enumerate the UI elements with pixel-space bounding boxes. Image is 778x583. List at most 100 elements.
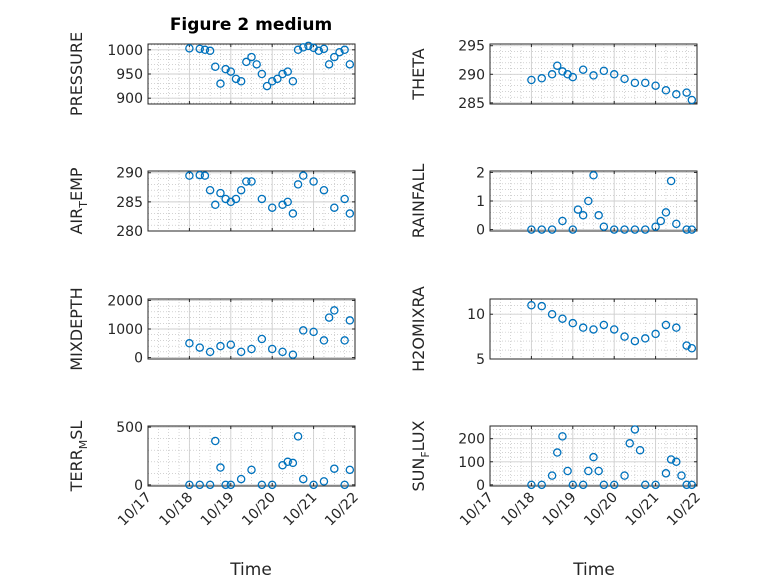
data-point <box>620 225 629 234</box>
data-point <box>672 323 681 332</box>
y-tick-label: 290 <box>116 166 143 182</box>
data-point <box>205 46 215 56</box>
x-tick-label: 10/22 <box>664 490 704 530</box>
x-tick-label: 10/20 <box>239 490 279 530</box>
data-point <box>345 209 355 218</box>
data-point <box>609 70 619 79</box>
data-point <box>185 171 194 180</box>
data-point <box>216 188 225 198</box>
x-tick-label: 10/17 <box>457 490 497 530</box>
data-point <box>568 225 578 234</box>
figure-title: Figure 2 medium <box>170 15 332 35</box>
data-point <box>599 480 609 490</box>
y-tick-label: 2000 <box>107 293 143 309</box>
data-point <box>641 334 650 343</box>
y-axis-label: H2OMIXRA <box>409 286 428 372</box>
data-point <box>568 480 578 490</box>
panel-3: 280 285 290 AIRTEMP <box>67 166 356 240</box>
data-point <box>324 60 334 69</box>
data-point <box>661 469 671 478</box>
data-point <box>589 452 598 462</box>
data-point <box>267 77 277 86</box>
x-tick-label: 10/19 <box>540 490 580 530</box>
data-point <box>666 455 676 464</box>
data-point <box>527 301 536 310</box>
x-tick-label: 10/19 <box>198 490 238 530</box>
data-point <box>687 95 697 105</box>
data-point <box>221 480 230 490</box>
y-axis-label: MIXDEPTH <box>67 287 86 370</box>
data-point <box>672 457 681 467</box>
y-tick-label: 500 <box>116 420 143 436</box>
data-point <box>589 71 598 80</box>
data-point <box>226 480 236 490</box>
y-tick-label: 285 <box>458 96 485 112</box>
data-point <box>578 65 588 74</box>
data-point <box>319 336 329 345</box>
data-point <box>340 336 349 345</box>
data-point <box>553 61 562 70</box>
y-axis-label: RAINFALL <box>409 164 428 239</box>
y-tick-label: 200 <box>458 432 485 448</box>
data-point <box>298 326 308 335</box>
data-point <box>298 171 308 180</box>
y-axis-label: TERRMSL <box>67 421 90 493</box>
data-point <box>293 432 303 441</box>
data-point <box>527 75 536 85</box>
data-point <box>547 70 557 79</box>
y-tick-label: 0 <box>134 351 143 367</box>
data-point <box>242 57 251 67</box>
data-point <box>620 74 629 84</box>
data-point <box>314 46 324 56</box>
data-point <box>589 325 598 334</box>
panel-8: 0 100 200 SUNFLUX 10/17 10/18 10/19 10/20 10/21 1… <box>409 420 704 529</box>
y-tick-label: 285 <box>116 195 143 211</box>
data-point <box>226 67 236 76</box>
data-point <box>527 225 536 234</box>
data-point <box>340 194 349 204</box>
y-tick-label: 0 <box>134 478 143 494</box>
data-point <box>319 185 329 195</box>
data-point <box>211 62 220 71</box>
data-point <box>236 474 246 484</box>
data-point <box>661 320 671 330</box>
y-axis-label: SUNFLUX <box>409 420 432 491</box>
data-point <box>656 216 666 226</box>
data-point <box>661 86 671 95</box>
data-point <box>247 52 256 62</box>
data-point <box>185 339 194 348</box>
axes-box <box>489 425 698 487</box>
data-point <box>330 306 339 315</box>
data-point <box>283 197 292 207</box>
data-point <box>195 480 204 490</box>
y-axis-label: PRESSURE <box>67 32 86 116</box>
y-tick-label: 100 <box>458 455 485 471</box>
data-point <box>620 332 629 341</box>
data-point <box>594 466 603 476</box>
x-tick-label: 10/22 <box>322 490 362 530</box>
data-point <box>630 425 640 434</box>
data-point <box>319 477 329 486</box>
panel-2: 285 290 295 THETA <box>409 39 698 112</box>
data-point <box>257 334 267 344</box>
data-point <box>231 74 241 84</box>
data-point <box>547 471 557 480</box>
data-point <box>594 211 603 220</box>
data-point <box>195 170 204 180</box>
x-tick-label: 10/21 <box>281 490 321 530</box>
data-point <box>682 88 691 97</box>
x-axis-label-right: Time <box>572 560 615 580</box>
x-tick-label: 10/17 <box>115 490 155 530</box>
data-point <box>537 301 547 311</box>
data-point <box>257 69 267 79</box>
data-point <box>330 52 339 62</box>
data-point <box>205 480 215 490</box>
data-point <box>558 314 567 323</box>
data-point <box>273 74 282 84</box>
data-point <box>242 177 251 186</box>
data-point <box>584 466 593 476</box>
x-tick-label: 10/18 <box>498 490 538 530</box>
data-point <box>195 44 204 54</box>
data-point <box>288 77 298 86</box>
